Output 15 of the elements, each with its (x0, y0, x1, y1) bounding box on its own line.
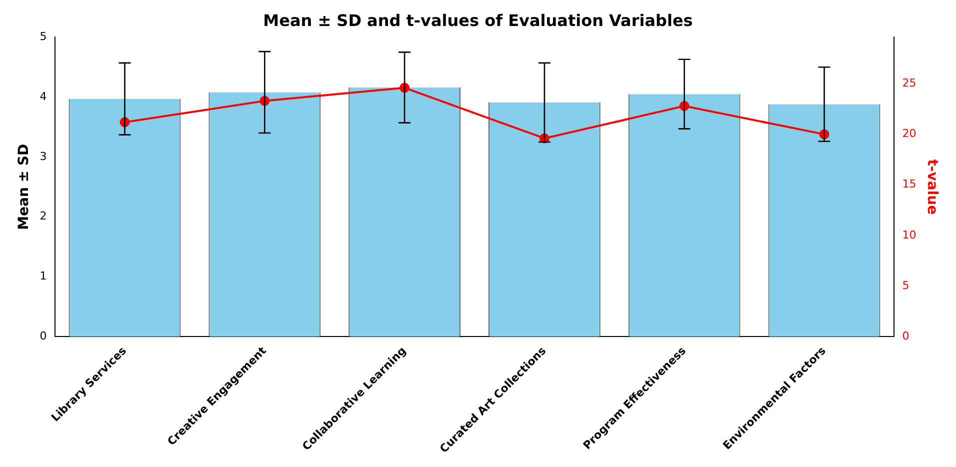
y2-tick-label: 15 (902, 178, 916, 191)
y2-tick-label: 25 (902, 76, 916, 90)
y-tick-label: 1 (40, 270, 47, 283)
y-tick-label: 0 (40, 329, 47, 342)
y2-tick-label: 10 (902, 228, 916, 242)
y2-tick-label: 20 (902, 127, 916, 140)
y2-tick-label: 0 (902, 329, 910, 342)
y-tick-label: 3 (40, 150, 47, 163)
y-tick-label: 2 (40, 210, 47, 223)
chart-title: Mean ± SD and t-values of Evaluation Variables (263, 10, 693, 30)
y2-axis-title: t-value (924, 159, 940, 215)
y-tick-label: 5 (40, 30, 47, 44)
y-tick-label: 4 (40, 90, 47, 103)
y-axis-title: Mean ± SD (16, 144, 32, 230)
y2-tick-label: 5 (902, 278, 910, 292)
